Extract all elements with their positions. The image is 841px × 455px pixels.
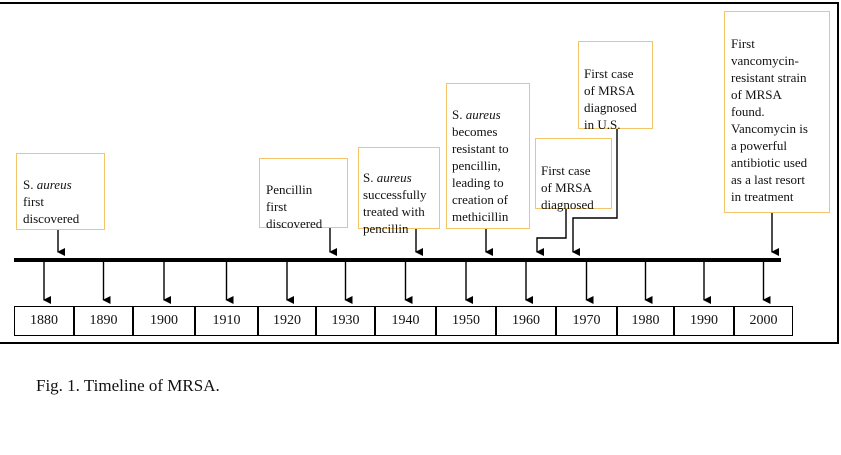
event-text: First case of MRSA diagnosed in U.S. bbox=[584, 66, 637, 132]
event-text: S. bbox=[23, 177, 37, 192]
event-box-first-mrsa: First case of MRSA diagnosed bbox=[535, 138, 612, 212]
event-box-first-mrsa-us: First case of MRSA diagnosed in U.S. bbox=[578, 41, 653, 132]
event-text: first discovered bbox=[23, 194, 80, 226]
event-text: First vancomycin- resistant strain of MR… bbox=[731, 36, 808, 204]
event-text-italic: aureus bbox=[465, 107, 501, 122]
year-cell-2000: 2000 bbox=[734, 306, 793, 336]
event-text: Pencillin first discovered bbox=[266, 182, 323, 231]
year-cell-1990: 1990 bbox=[674, 306, 734, 336]
event-text: S. bbox=[363, 170, 377, 185]
event-box-vancomycin-resistant: First vancomycin- resistant strain of MR… bbox=[724, 11, 830, 213]
event-text: First case of MRSA diagnosed bbox=[541, 163, 594, 212]
event-box-penicillin-discovered: Pencillin first discovered bbox=[259, 158, 348, 231]
year-cell-1970: 1970 bbox=[556, 306, 617, 336]
year-cell-1950: 1950 bbox=[436, 306, 496, 336]
year-cell-1940: 1940 bbox=[375, 306, 436, 336]
year-cell-1960: 1960 bbox=[496, 306, 556, 336]
year-cell-1920: 1920 bbox=[258, 306, 316, 336]
event-arrow bbox=[536, 209, 567, 256]
event-text: becomes resistant to pencillin, leading … bbox=[452, 124, 509, 224]
year-cell-1980: 1980 bbox=[617, 306, 674, 336]
year-cell-1890: 1890 bbox=[74, 306, 133, 336]
event-box-resistant-penicillin: S. aureus becomes resistant to pencillin… bbox=[446, 83, 530, 229]
event-arrow bbox=[572, 129, 618, 256]
event-box-staph-discovered: S. aureus first discovered bbox=[16, 153, 105, 230]
event-text-italic: aureus bbox=[36, 177, 72, 192]
year-cell-1900: 1900 bbox=[133, 306, 195, 336]
event-box-staph-treated: S. aureus successfully treated with penc… bbox=[358, 147, 440, 235]
event-text: S. bbox=[452, 107, 466, 122]
year-cell-1910: 1910 bbox=[195, 306, 258, 336]
figure-frame bbox=[0, 2, 839, 344]
year-cell-1880: 1880 bbox=[14, 306, 74, 336]
event-text-italic: aureus bbox=[376, 170, 412, 185]
event-text: successfully treated with pencillin bbox=[363, 187, 427, 236]
figure-caption: Fig. 1. Timeline of MRSA. bbox=[36, 376, 220, 395]
year-cell-1930: 1930 bbox=[316, 306, 375, 336]
